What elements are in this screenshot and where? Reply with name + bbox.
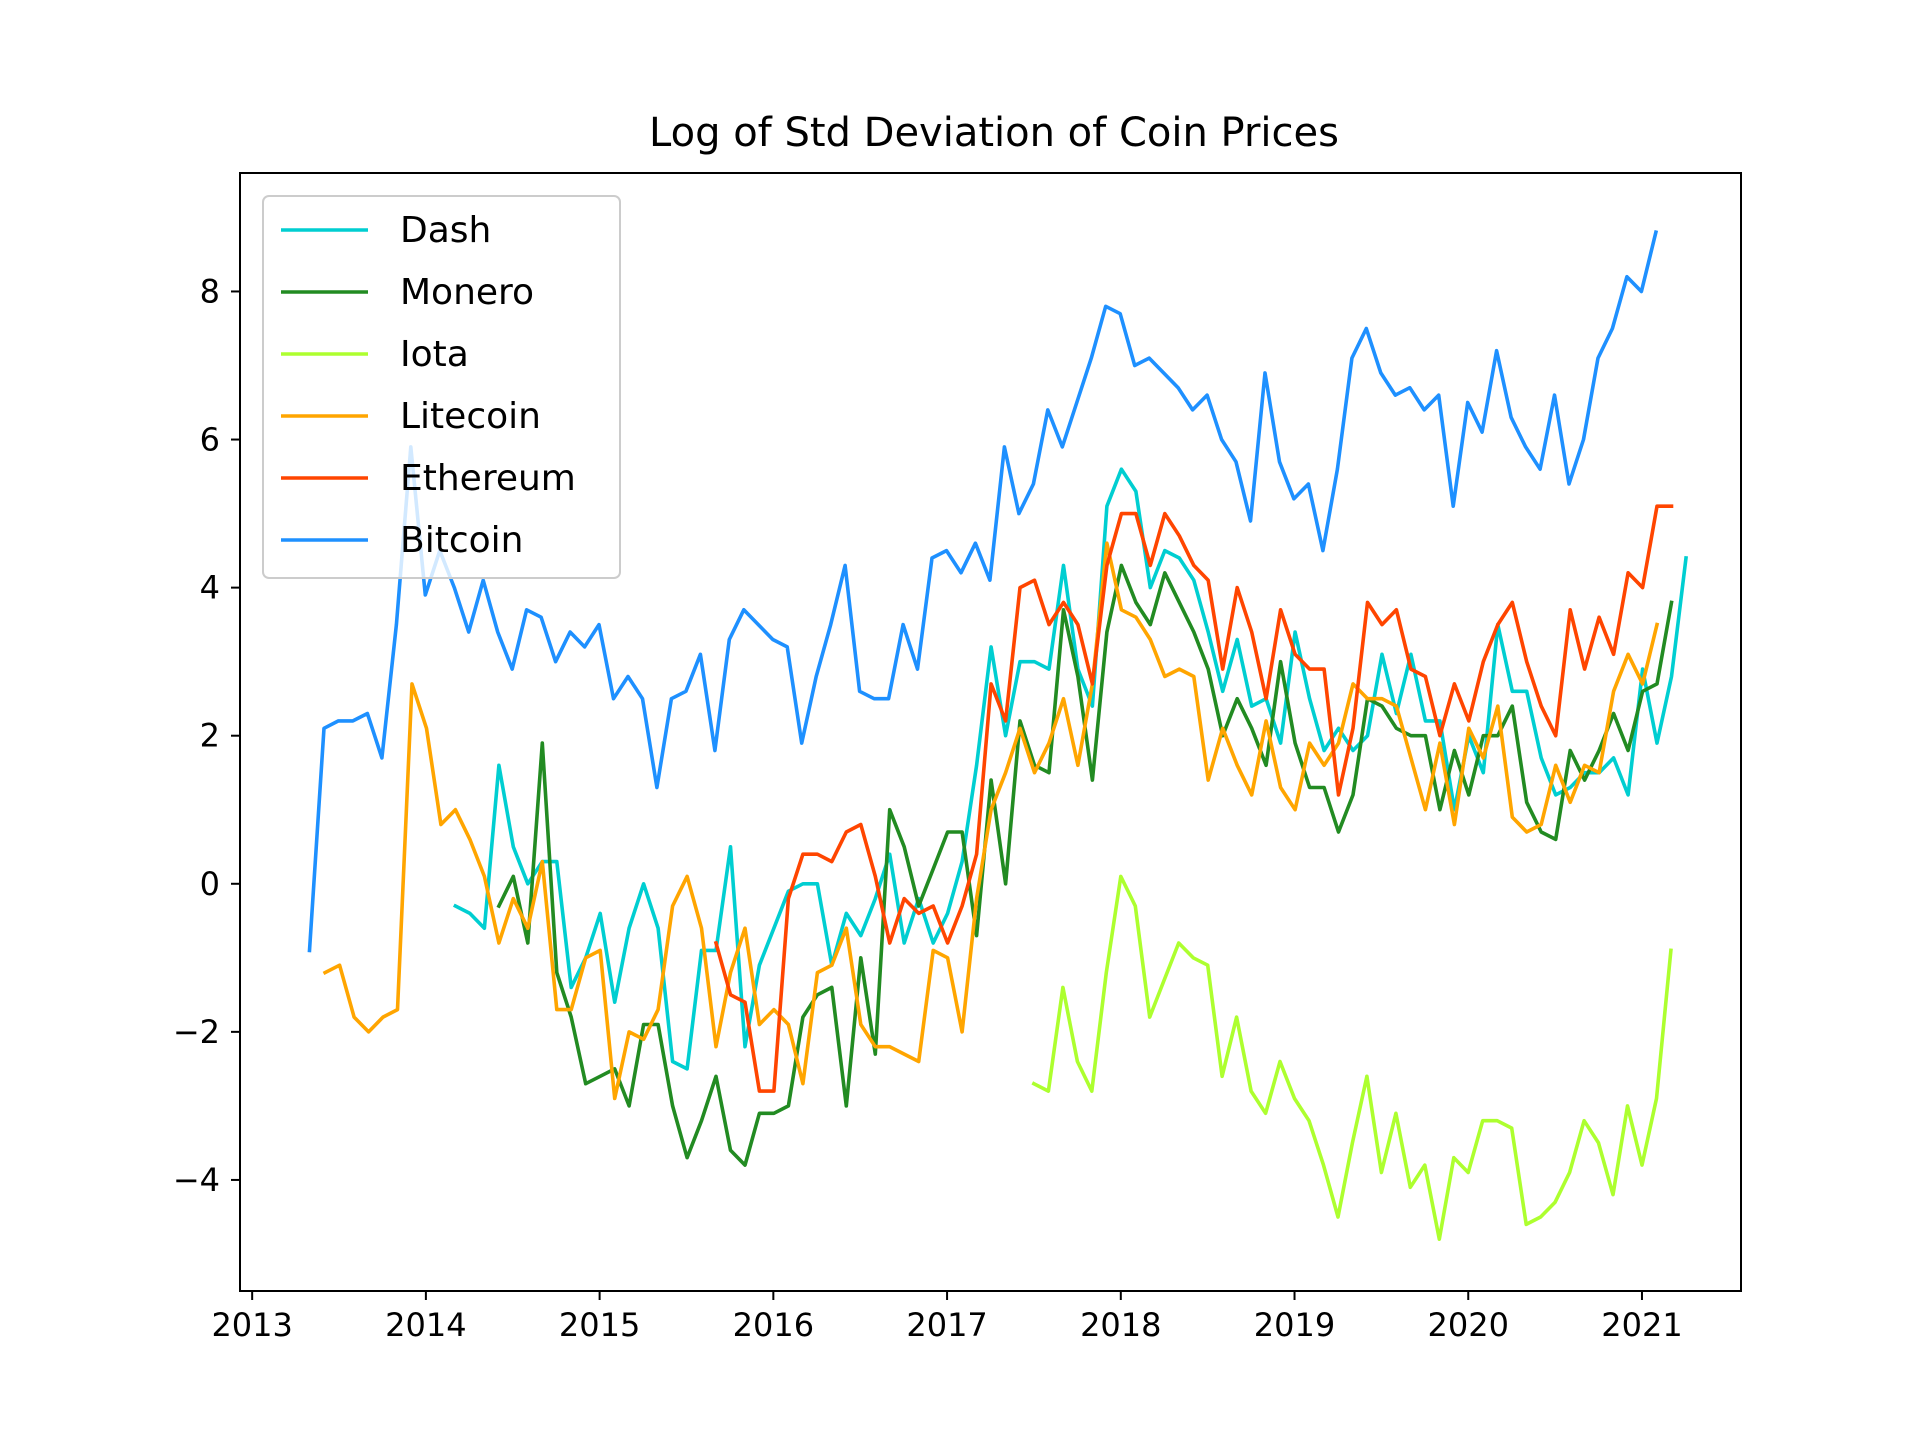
legend-label-iota: Iota [400, 334, 469, 375]
x-tick-label: 2018 [1080, 1306, 1161, 1344]
x-tick-label: 2019 [1254, 1306, 1335, 1344]
y-tick-label: 0 [200, 865, 220, 903]
y-tick-label: 4 [200, 569, 220, 607]
axis-ticks: 2013 2014 2015 2016 2017 2018 2019 2020 2021 −4 −2… [173, 272, 1683, 1344]
legend-label-bitcoin: Bitcoin [400, 520, 523, 561]
series-line-bitcoin [307, 230, 1659, 953]
series-line-iota [1031, 874, 1673, 1241]
y-tick-label: 6 [200, 421, 220, 459]
legend-label-ethereum: Ethereum [400, 458, 576, 499]
x-tick-label: 2020 [1428, 1306, 1509, 1344]
x-tick-label: 2015 [559, 1306, 640, 1344]
legend-label-monero: Monero [400, 272, 534, 313]
series-line-litecoin [322, 541, 1660, 1101]
x-tick-label: 2013 [211, 1306, 292, 1344]
legend-label-dash: Dash [400, 210, 491, 251]
series-line-ethereum [713, 504, 1674, 1093]
x-tick-label: 2014 [385, 1306, 466, 1344]
y-tick-label: 2 [200, 717, 220, 755]
y-tick-label: −2 [173, 1013, 220, 1051]
x-tick-label: 2017 [906, 1306, 987, 1344]
chart-title: Log of Std Deviation of Coin Prices [649, 110, 1339, 156]
y-tick-label: 8 [200, 272, 220, 310]
series-layer [307, 230, 1689, 1241]
series-line-dash [452, 467, 1689, 1071]
x-tick-label: 2021 [1601, 1306, 1682, 1344]
legend: Dash Monero Iota Litecoin Ethereum Bitcoin [262, 195, 621, 579]
y-tick-label: −4 [173, 1161, 220, 1199]
plot-area-frame [239, 172, 1742, 1292]
x-tick-label: 2016 [733, 1306, 814, 1344]
legend-label-litecoin: Litecoin [400, 396, 541, 437]
